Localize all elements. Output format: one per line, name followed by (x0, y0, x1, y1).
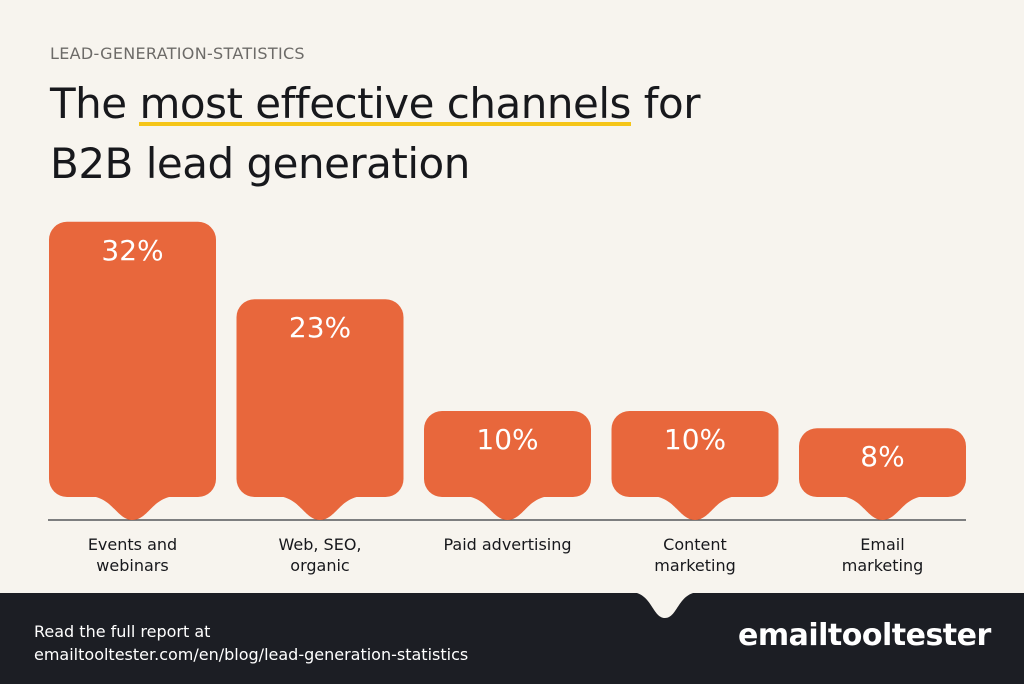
bar (424, 411, 591, 497)
brand-logo: emailtooltester (738, 618, 991, 653)
title-text: for (630, 79, 701, 128)
chart-title: The most effective channels for B2B lead… (50, 74, 701, 194)
footer-text: Read the full report at emailtooltester.… (34, 620, 468, 666)
bar (799, 428, 966, 497)
bar (49, 221, 216, 498)
bar-pointer (87, 496, 178, 520)
bar-pointer (837, 496, 928, 520)
footer-link[interactable]: emailtooltester.com/en/blog/lead-generat… (34, 645, 469, 664)
data-label: 10% (476, 423, 538, 456)
category-label: organic (290, 556, 349, 575)
bar-pointer (275, 496, 365, 520)
bar-pointer (650, 496, 740, 520)
bar-chart: 32% Events and webinars 23% Web, SEO, organic… (48, 221, 966, 575)
bar (236, 299, 404, 497)
bar (611, 411, 779, 497)
category-label: Paid advertising (443, 535, 571, 554)
data-label: 10% (664, 423, 726, 456)
eyebrow-label: LEAD-GENERATION-STATISTICS (50, 44, 305, 63)
category-label: Email (860, 535, 904, 554)
category-label: marketing (654, 556, 736, 575)
data-label: 32% (101, 234, 163, 267)
data-label: 8% (860, 440, 904, 473)
footer-line1: Read the full report at (34, 622, 211, 641)
category-label: marketing (842, 556, 924, 575)
footer (0, 593, 1024, 684)
category-label: Web, SEO, (279, 535, 362, 554)
category-label: Events and (88, 535, 177, 554)
data-label: 23% (289, 311, 351, 344)
title-highlight: most effective channels (139, 79, 631, 128)
title-text: The (50, 79, 140, 128)
category-label: webinars (96, 556, 168, 575)
title-line2: B2B lead generation (50, 139, 470, 188)
bar-pointer (462, 496, 553, 520)
category-label: Content (663, 535, 727, 554)
